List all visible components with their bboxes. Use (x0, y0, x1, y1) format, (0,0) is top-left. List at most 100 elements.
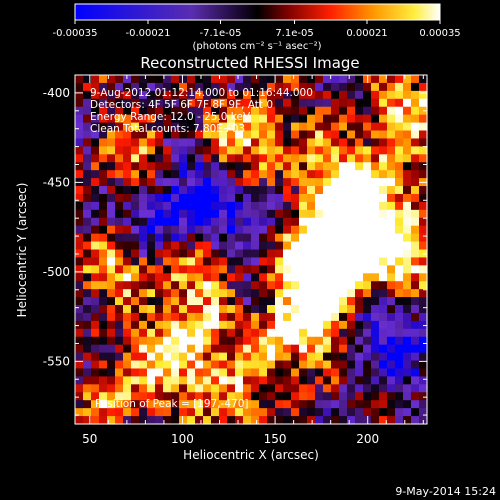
heatmap-pixel (323, 289, 332, 298)
heatmap-pixel (131, 368, 140, 378)
heatmap-pixel (395, 98, 404, 108)
heatmap-pixel (131, 360, 140, 370)
heatmap-pixel (283, 320, 292, 330)
heatmap-pixel (139, 209, 148, 219)
heatmap-pixel (395, 305, 404, 314)
heatmap-pixel (75, 408, 84, 417)
heatmap-pixel (131, 146, 140, 155)
heatmap-pixel (147, 408, 156, 417)
heatmap-pixel (307, 106, 316, 116)
heatmap-pixel (187, 106, 196, 116)
heatmap-pixel (123, 265, 132, 274)
heatmap-pixel (99, 408, 108, 417)
heatmap-pixel (115, 400, 124, 409)
heatmap-pixel (211, 368, 220, 378)
heatmap-pixel (107, 241, 116, 251)
heatmap-pixel (155, 130, 164, 140)
heatmap-pixel (155, 336, 164, 346)
heatmap-pixel (83, 384, 92, 393)
heatmap-pixel (283, 400, 292, 409)
heatmap-pixel (283, 209, 292, 219)
heatmap-pixel (259, 225, 268, 235)
heatmap-pixel (387, 408, 396, 417)
heatmap-pixel (187, 257, 196, 266)
heatmap-pixel (243, 384, 252, 393)
heatmap-image (75, 75, 428, 425)
heatmap-pixel (227, 154, 236, 163)
heatmap-pixel (139, 312, 148, 322)
heatmap-pixel (155, 75, 164, 84)
heatmap-pixel (211, 146, 220, 155)
heatmap-pixel (171, 344, 180, 354)
heatmap-pixel (315, 352, 324, 362)
heatmap-pixel (131, 241, 140, 251)
heatmap-pixel (123, 122, 132, 132)
heatmap-pixel (275, 186, 284, 195)
heatmap-pixel (227, 416, 236, 425)
x-tick-label: 150 (264, 432, 287, 446)
heatmap-pixel (283, 217, 292, 227)
heatmap-pixel (243, 320, 252, 330)
heatmap-pixel (123, 305, 132, 314)
heatmap-pixel (411, 233, 420, 243)
heatmap-pixel (347, 281, 356, 290)
heatmap-pixel (227, 201, 236, 211)
heatmap-pixel (131, 305, 140, 314)
heatmap-pixel (283, 138, 292, 147)
heatmap-pixel (115, 297, 124, 306)
heatmap-pixel (211, 75, 220, 84)
heatmap-pixel (75, 186, 84, 195)
heatmap-pixel (171, 114, 180, 124)
heatmap-pixel (307, 122, 316, 132)
heatmap-pixel (219, 193, 228, 203)
heatmap-pixel (75, 344, 84, 354)
heatmap-pixel (219, 368, 228, 378)
heatmap-pixel (171, 193, 180, 203)
heatmap-pixel (195, 130, 204, 140)
heatmap-pixel (283, 289, 292, 298)
heatmap-pixel (187, 281, 196, 290)
heatmap-pixel (123, 408, 132, 417)
heatmap-pixel (403, 368, 412, 378)
heatmap-pixel (147, 249, 156, 259)
heatmap-pixel (283, 281, 292, 290)
heatmap-pixel (131, 75, 140, 84)
heatmap-pixel (275, 82, 284, 92)
heatmap-pixel (123, 376, 132, 385)
heatmap-pixel (75, 352, 84, 362)
heatmap-pixel (411, 257, 420, 266)
heatmap-pixel (219, 289, 228, 298)
heatmap-pixel (99, 368, 108, 378)
heatmap-pixel (187, 249, 196, 259)
heatmap-pixel (251, 217, 260, 227)
heatmap-pixel (203, 416, 212, 425)
heatmap-pixel (179, 90, 188, 100)
heatmap-pixel (179, 352, 188, 362)
heatmap-pixel (187, 368, 196, 378)
heatmap-pixel (195, 170, 204, 179)
heatmap-pixel (227, 336, 236, 346)
heatmap-pixel (371, 98, 380, 108)
heatmap-pixel (227, 233, 236, 243)
heatmap-pixel (171, 305, 180, 314)
heatmap-pixel (259, 416, 268, 425)
heatmap-pixel (371, 75, 380, 84)
heatmap-pixel (83, 75, 92, 84)
heatmap-pixel (387, 265, 396, 274)
heatmap-pixel (75, 368, 84, 378)
heatmap-pixel (195, 320, 204, 330)
heatmap-pixel (379, 297, 388, 306)
heatmap-pixel (155, 289, 164, 298)
heatmap-pixel (219, 328, 228, 338)
heatmap-pixel (307, 281, 316, 290)
heatmap-pixel (203, 368, 212, 378)
heatmap-pixel (355, 297, 364, 306)
heatmap-pixel (195, 281, 204, 290)
heatmap-pixel (355, 154, 364, 163)
heatmap-pixel (251, 289, 260, 298)
heatmap-pixel (267, 75, 276, 84)
heatmap-pixel (179, 249, 188, 259)
heatmap-pixel (211, 265, 220, 274)
heatmap-pixel (395, 336, 404, 346)
heatmap-pixel (235, 312, 244, 322)
